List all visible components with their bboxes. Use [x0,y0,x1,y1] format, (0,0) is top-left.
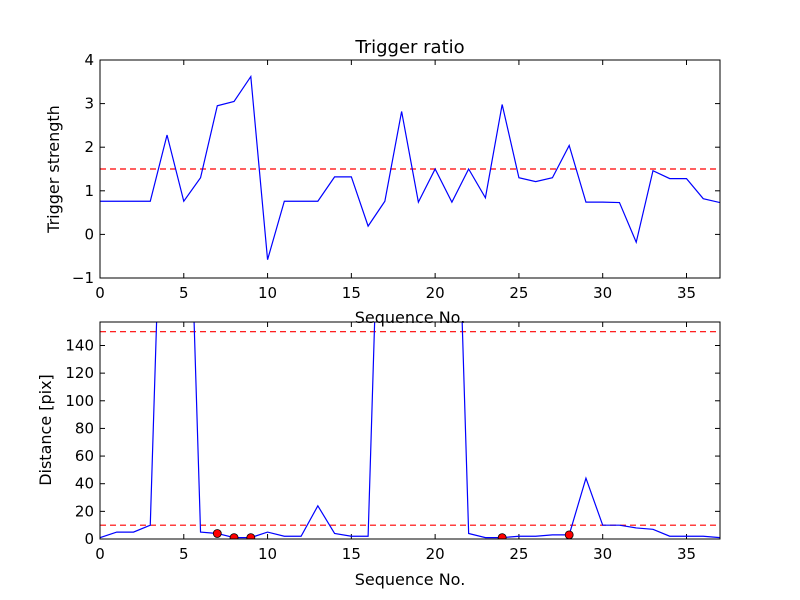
y-tick-label: 0 [84,225,94,243]
x-tick-label: 20 [426,284,445,302]
y-tick-label: 60 [75,447,94,465]
x-tick-label: 30 [593,284,612,302]
y-tick-label: 120 [65,364,94,382]
y-tick-label: 100 [65,392,94,410]
marker-point [246,533,256,539]
chart-title: Trigger ratio [354,37,464,58]
y-tick-label: −1 [72,269,94,287]
y-ticks: 0 20 40 60 80 100 120 140 [65,336,720,548]
x-tick-label: 10 [258,545,277,563]
x-ticks: 0 5 10 15 20 25 30 35 [95,322,696,563]
x-tick-label: 10 [258,284,277,302]
x-tick-label: 0 [95,284,105,302]
x-tick-label: 25 [509,545,528,563]
y-tick-label: 80 [75,419,94,437]
y-tick-label: 1 [84,182,94,200]
threshold-lines [100,331,720,526]
x-axis-label: Sequence No. [355,308,466,327]
plot-frame [99,321,721,540]
distance-panel: 0 5 10 15 20 25 30 35 0 20 40 60 80 100 120 140 Sequen… [36,321,721,589]
y-tick-label: 20 [75,502,94,520]
marker-point [497,533,507,539]
x-tick-label: 15 [342,284,361,302]
marker-points [212,529,574,539]
x-axis-label: Sequence No. [355,570,466,589]
y-axis-label: Trigger strength [44,105,63,234]
x-tick-label: 20 [426,545,445,563]
x-tick-label: 30 [593,545,612,563]
y-tick-label: 0 [84,530,94,548]
x-tick-label: 5 [179,284,189,302]
y-tick-label: 40 [75,475,94,493]
y-tick-label: 140 [65,336,94,354]
y-tick-label: 4 [84,51,94,69]
y-ticks: −1 0 1 2 3 4 [72,51,720,287]
trigger-strength-line [100,74,720,260]
x-ticks: 0 5 10 15 20 25 30 35 [95,60,696,302]
marker-point [564,530,574,539]
y-axis-label: Distance [pix] [36,374,55,486]
marker-point [229,533,239,539]
x-tick-label: 25 [509,284,528,302]
x-tick-label: 35 [677,545,696,563]
x-tick-label: 15 [342,545,361,563]
x-tick-label: 5 [179,545,189,563]
y-tick-label: 3 [84,95,94,113]
distance-line [100,322,720,539]
x-tick-label: 35 [677,284,696,302]
plot-frame [99,59,721,279]
marker-point [212,529,222,538]
y-tick-label: 2 [84,138,94,156]
x-tick-label: 0 [95,545,105,563]
